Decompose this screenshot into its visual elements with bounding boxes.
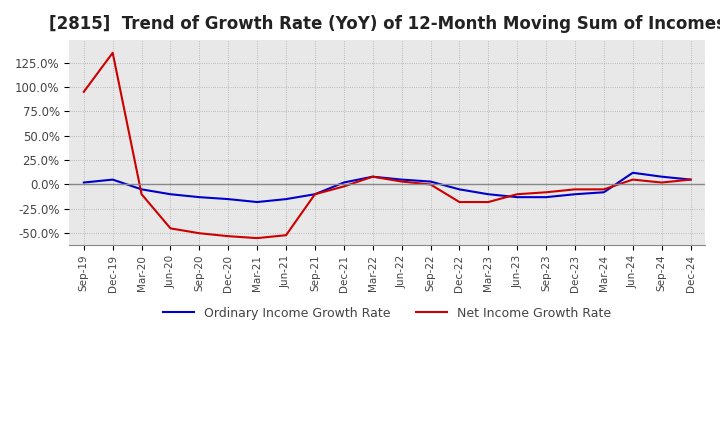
Net Income Growth Rate [369, 174, 377, 180]
Ordinary Income Growth Rate [629, 170, 637, 176]
Ordinary Income Growth Rate [340, 180, 348, 185]
Ordinary Income Growth Rate [195, 194, 204, 200]
Ordinary Income Growth Rate [253, 199, 261, 205]
Ordinary Income Growth Rate [686, 177, 695, 182]
Line: Net Income Growth Rate: Net Income Growth Rate [84, 53, 690, 238]
Line: Ordinary Income Growth Rate: Ordinary Income Growth Rate [84, 173, 690, 202]
Title: [2815]  Trend of Growth Rate (YoY) of 12-Month Moving Sum of Incomes: [2815] Trend of Growth Rate (YoY) of 12-… [49, 15, 720, 33]
Net Income Growth Rate [455, 199, 464, 205]
Ordinary Income Growth Rate [484, 191, 492, 197]
Ordinary Income Growth Rate [109, 177, 117, 182]
Ordinary Income Growth Rate [79, 180, 88, 185]
Net Income Growth Rate [282, 233, 290, 238]
Ordinary Income Growth Rate [224, 197, 233, 202]
Ordinary Income Growth Rate [282, 197, 290, 202]
Net Income Growth Rate [657, 180, 666, 185]
Net Income Growth Rate [541, 190, 550, 195]
Net Income Growth Rate [629, 177, 637, 182]
Net Income Growth Rate [166, 226, 175, 231]
Net Income Growth Rate [253, 235, 261, 241]
Net Income Growth Rate [195, 231, 204, 236]
Net Income Growth Rate [686, 177, 695, 182]
Ordinary Income Growth Rate [138, 187, 146, 192]
Ordinary Income Growth Rate [310, 191, 319, 197]
Legend: Ordinary Income Growth Rate, Net Income Growth Rate: Ordinary Income Growth Rate, Net Income … [158, 302, 616, 325]
Net Income Growth Rate [571, 187, 580, 192]
Ordinary Income Growth Rate [426, 179, 435, 184]
Net Income Growth Rate [109, 50, 117, 55]
Ordinary Income Growth Rate [369, 174, 377, 180]
Net Income Growth Rate [426, 182, 435, 187]
Net Income Growth Rate [484, 199, 492, 205]
Ordinary Income Growth Rate [541, 194, 550, 200]
Net Income Growth Rate [513, 191, 521, 197]
Ordinary Income Growth Rate [455, 187, 464, 192]
Net Income Growth Rate [340, 184, 348, 189]
Ordinary Income Growth Rate [513, 194, 521, 200]
Ordinary Income Growth Rate [166, 191, 175, 197]
Net Income Growth Rate [138, 191, 146, 197]
Net Income Growth Rate [600, 187, 608, 192]
Ordinary Income Growth Rate [397, 177, 406, 182]
Net Income Growth Rate [224, 234, 233, 239]
Ordinary Income Growth Rate [571, 191, 580, 197]
Net Income Growth Rate [397, 179, 406, 184]
Net Income Growth Rate [79, 89, 88, 95]
Ordinary Income Growth Rate [657, 174, 666, 180]
Ordinary Income Growth Rate [600, 190, 608, 195]
Net Income Growth Rate [310, 191, 319, 197]
